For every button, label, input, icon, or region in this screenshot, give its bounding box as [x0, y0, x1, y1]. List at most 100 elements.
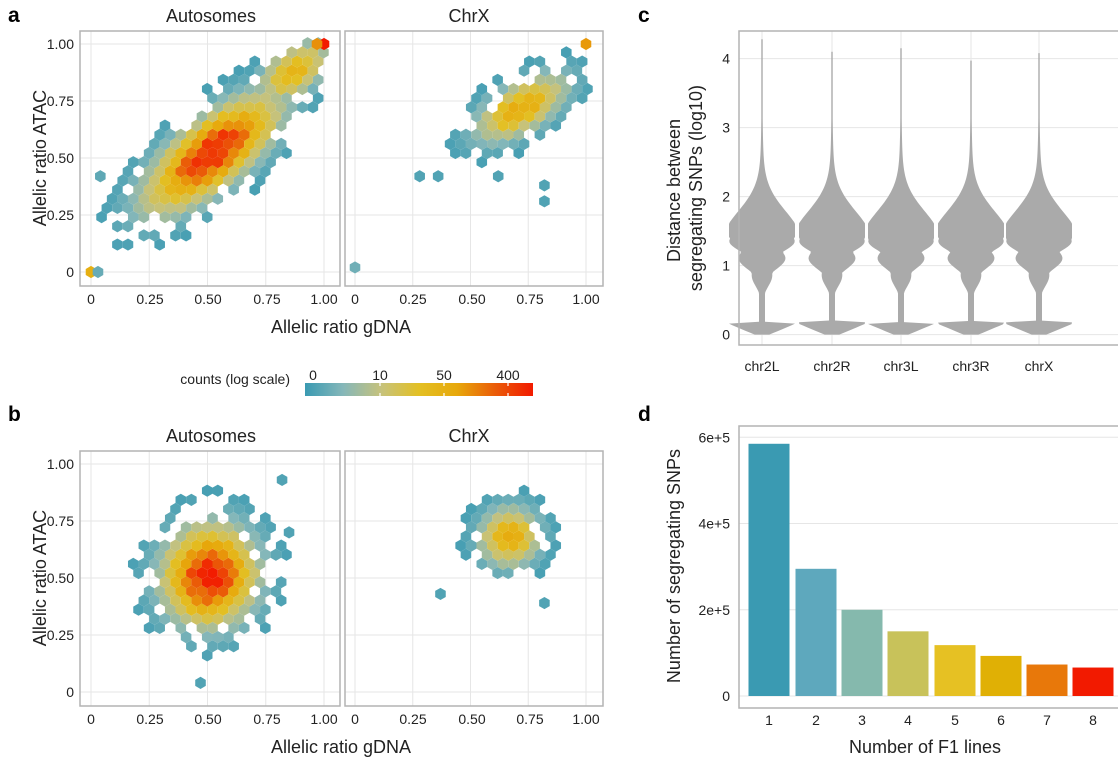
bar-8: [1072, 667, 1114, 696]
hexbin-cell: [460, 128, 472, 141]
hexbin-cell: [539, 195, 550, 208]
legend-tick-label: 400: [496, 367, 520, 383]
hexbin-cell: [191, 119, 202, 132]
hexbin-cell: [149, 192, 160, 205]
x-tick: 0.25: [136, 291, 163, 307]
hexbin-cell: [502, 548, 514, 561]
hexbin-cell: [112, 220, 123, 233]
hexbin-cell: [529, 82, 540, 96]
hexbin-cell: [444, 137, 456, 150]
y-tick: 1.00: [47, 456, 74, 472]
hexbin-cell: [207, 146, 218, 160]
hexbin-cell: [311, 37, 323, 51]
hexbin-cell: [233, 174, 245, 187]
hexbin-cell: [228, 548, 239, 561]
hexbin-cell: [170, 612, 181, 625]
hexbin-cell: [492, 566, 503, 580]
hexbin-cell: [223, 156, 234, 169]
hexbin-cell: [545, 110, 556, 123]
hexbin-cell: [249, 92, 261, 105]
hexbin-cell: [492, 128, 503, 141]
hexbin-cell: [138, 156, 150, 169]
hexbin-cell: [270, 55, 282, 68]
hexbin-cell: [149, 612, 160, 625]
hexbin-cell: [154, 146, 165, 160]
panel-b: Autosomes ChrX 1.00 0.75 0.50 0.25 0 0 0…: [30, 426, 604, 757]
x-tick: 0.25: [399, 291, 426, 307]
hexbin-cell: [201, 174, 213, 187]
x-tick: 1.00: [310, 711, 337, 727]
hexbin-cell: [217, 110, 229, 123]
hexbin-cell: [481, 512, 493, 525]
hexbin-cell: [249, 566, 261, 580]
hexbin-cell: [159, 211, 171, 224]
hexbin-cell: [191, 137, 202, 150]
hexbin-cell: [228, 165, 239, 178]
hexbin-cell: [212, 631, 224, 644]
hexbin-cell: [487, 502, 498, 516]
hexbin-cell: [513, 128, 525, 141]
hexbin-cell: [455, 539, 466, 552]
x-ticks-d: 1 2 3 4 5 6 7 8: [765, 712, 1097, 728]
hexbin-cell: [223, 137, 234, 150]
hexbin-cell: [297, 46, 308, 59]
hexbin-cell: [249, 128, 261, 141]
hexbin-cell: [233, 557, 245, 570]
hexbin-cell: [254, 156, 266, 169]
hexbin-cell: [207, 548, 218, 561]
hexbin-cell: [492, 110, 503, 123]
hexbin-cell: [122, 238, 134, 251]
hexbin-cell: [212, 156, 224, 169]
y-axis-title-line-2: segregating SNPs (log10): [686, 85, 706, 291]
hexbin-cell: [228, 73, 239, 86]
facet-title-chrx: ChrX: [448, 426, 489, 446]
hexbin-cell: [159, 557, 171, 570]
hexbin-cell: [539, 521, 551, 534]
hexbin-cell: [265, 82, 276, 96]
hexbin-cell: [254, 521, 266, 534]
hexbin-cell: [476, 557, 488, 570]
hexbin-cell: [465, 101, 477, 114]
hexbin-cell: [149, 229, 160, 242]
y-tick: 0.75: [47, 93, 74, 109]
hexbin-cell: [550, 521, 562, 534]
hexbin-cell: [196, 183, 208, 196]
hexbin-cell: [170, 576, 181, 589]
hexbin-cell: [180, 156, 192, 169]
bar-4: [887, 631, 929, 696]
hexbin-cell: [260, 621, 271, 635]
hexbin-cell: [450, 128, 461, 141]
hexbin-cell: [244, 101, 255, 114]
hexbin-cell: [175, 183, 187, 196]
hexbin-cell: [191, 612, 202, 625]
hexbin-cell: [471, 110, 482, 123]
x-ticks-b-chrx: 0 0.25 0.50 0.75 1.00: [351, 711, 600, 727]
hexbin-cell: [281, 92, 292, 105]
hexbin-cell: [217, 566, 229, 580]
hexbin-cell: [508, 539, 519, 552]
hexbin-cell: [529, 539, 540, 552]
hexbin-cell: [201, 631, 213, 644]
hexbin-cell: [307, 46, 319, 59]
hexbin-cell: [555, 110, 567, 123]
hexbin-cell: [164, 183, 176, 196]
hexbin-cell: [471, 92, 482, 105]
hexbin-cell: [238, 621, 250, 635]
hexbin-cell: [207, 512, 218, 525]
hexbin-cell: [212, 521, 224, 534]
hexbin-cell: [497, 557, 509, 570]
hexbin-cell: [233, 594, 245, 607]
hexbin-cell: [518, 484, 530, 497]
hexbin-cell: [186, 128, 197, 141]
x-tick: 0: [87, 291, 95, 307]
x-tick: 2: [812, 712, 820, 728]
hexbin-cell: [149, 137, 160, 150]
hexbin-cell: [254, 174, 266, 187]
hexbin-cell: [133, 603, 144, 616]
hexbin-cell: [238, 512, 250, 525]
hexbin-cell: [154, 585, 165, 598]
hexbin-cell: [159, 594, 171, 607]
hexbin-cell: [175, 530, 187, 543]
hexbin-cell: [143, 585, 155, 598]
hexbin-cell: [138, 594, 150, 607]
